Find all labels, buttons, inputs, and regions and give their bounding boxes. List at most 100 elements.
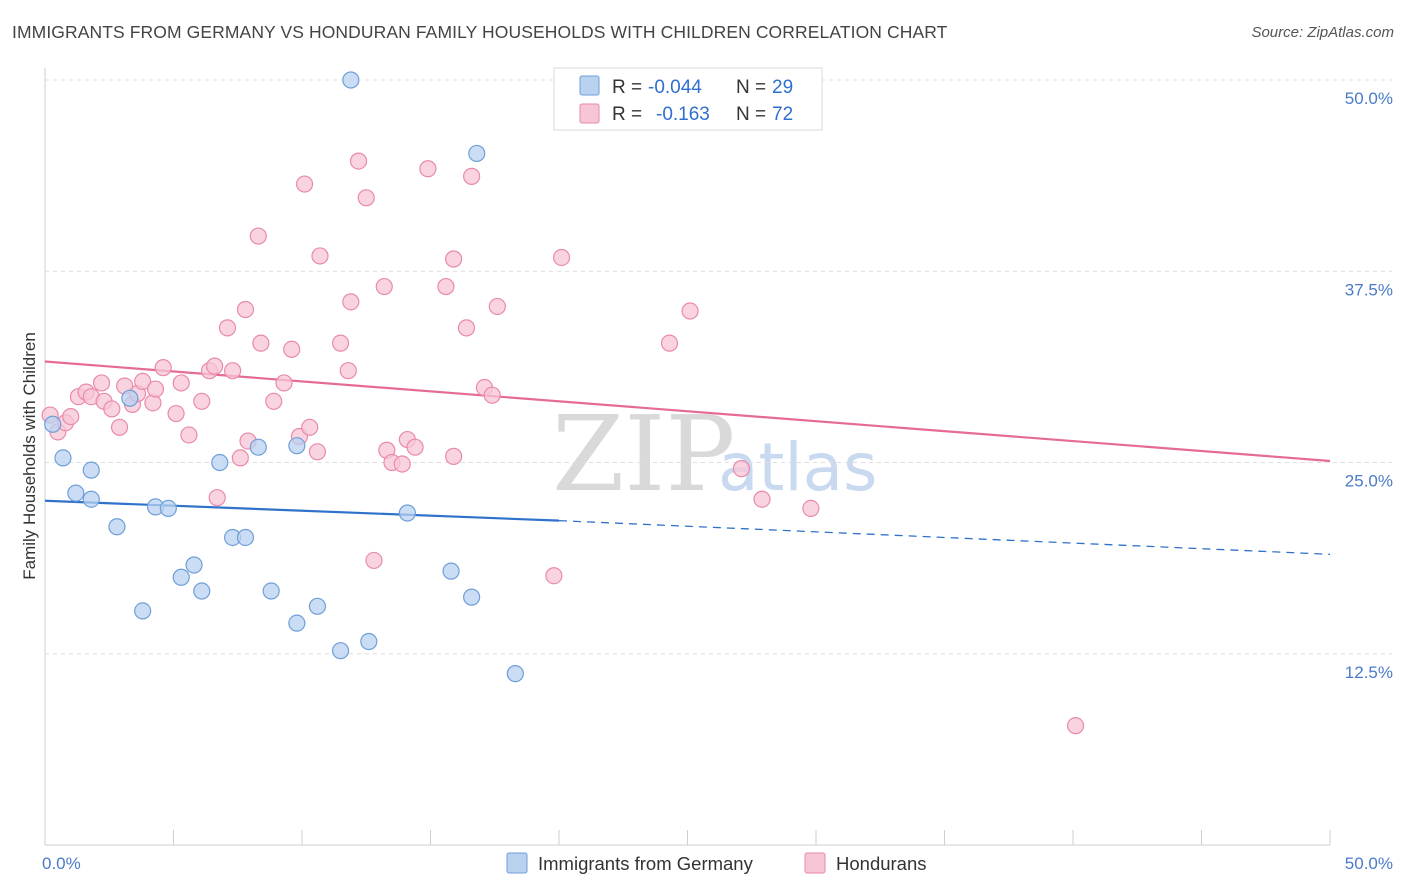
source-label: Source: ZipAtlas.com (1251, 24, 1394, 41)
point-hondurans (208, 489, 226, 507)
trend-line-hondurans (44, 360, 1331, 463)
point-hondurans (375, 277, 393, 296)
legend-r-value: -0.044 (648, 77, 702, 98)
point-hondurans (406, 438, 424, 456)
point-hondurans (295, 175, 314, 193)
point-hondurans (283, 340, 301, 358)
point-hondurans (1066, 717, 1085, 735)
point-hondurans (154, 359, 172, 377)
point-hondurans (463, 167, 481, 185)
point-hondurans (134, 372, 152, 391)
point-hondurans (349, 152, 368, 170)
point-hondurans (301, 418, 319, 436)
trend-lines (44, 360, 1331, 555)
point-hondurans (545, 567, 563, 585)
legend-r-label: R = (612, 104, 642, 125)
point-germany (172, 568, 190, 586)
point-hondurans (172, 374, 190, 392)
point-germany (308, 597, 327, 615)
correlation-legend: R = -0.044 N = 29 R = -0.163 N = 72 (553, 67, 823, 131)
point-hondurans (193, 392, 211, 410)
point-hondurans (252, 334, 270, 352)
point-hondurans (457, 319, 476, 337)
point-hondurans (732, 460, 751, 478)
point-hondurans (681, 302, 699, 320)
point-germany (506, 665, 524, 683)
point-germany (288, 614, 306, 632)
legend-r-value: -0.163 (656, 104, 710, 125)
tick-labels: 12.5% 25.0% 37.5% 50.0% 0.0% 50.0% (42, 89, 1393, 873)
point-hondurans (62, 408, 80, 426)
point-germany (288, 437, 306, 455)
y-tick-label: 50.0% (1345, 89, 1393, 108)
point-hondurans (365, 551, 383, 570)
point-germany (121, 389, 139, 407)
point-germany (54, 449, 72, 467)
legend-n-label: N = (736, 104, 766, 125)
point-germany (44, 415, 62, 433)
point-hondurans (308, 443, 327, 461)
point-germany (360, 632, 378, 651)
y-tick-label: 25.0% (1345, 472, 1393, 491)
point-hondurans (275, 374, 293, 392)
point-germany (442, 562, 460, 580)
point-hondurans (488, 297, 506, 316)
point-hondurans (92, 374, 111, 392)
point-germany (463, 588, 481, 606)
legend-swatch-pink (579, 103, 600, 124)
point-hondurans (331, 334, 350, 352)
point-hondurans (339, 362, 357, 380)
point-hondurans (218, 319, 237, 337)
point-hondurans (357, 189, 375, 207)
point-germany (82, 461, 100, 479)
point-hondurans (311, 247, 329, 265)
point-germany (342, 71, 360, 89)
legend-swatch-hondurans (804, 852, 826, 874)
legend-r-label: R = (612, 77, 642, 98)
legend-n-value: 29 (772, 77, 793, 98)
point-germany (108, 518, 126, 536)
legend-label-germany: Immigrants from Germany (538, 853, 754, 874)
trend-line-germany-extrapolated (558, 519, 1331, 555)
data-points (41, 71, 1085, 735)
point-germany (82, 490, 100, 508)
point-germany (331, 642, 350, 660)
point-hondurans (342, 293, 360, 311)
gridlines (45, 79, 1392, 655)
point-hondurans (110, 418, 129, 436)
point-hondurans (236, 300, 255, 319)
point-germany (236, 528, 255, 547)
point-hondurans (445, 250, 463, 268)
point-germany (159, 499, 177, 517)
point-hondurans (167, 404, 185, 423)
point-hondurans (552, 248, 571, 267)
x-tick-label: 50.0% (1345, 854, 1393, 873)
y-tick-label: 37.5% (1345, 280, 1393, 299)
point-germany (211, 453, 229, 472)
point-hondurans (753, 490, 771, 508)
point-hondurans (660, 334, 679, 352)
point-germany (249, 438, 267, 456)
point-hondurans (445, 447, 463, 465)
legend-label-hondurans: Hondurans (836, 853, 927, 874)
point-hondurans (206, 357, 224, 375)
legend-swatch-blue (579, 75, 600, 96)
point-hondurans (393, 455, 411, 473)
y-tick-label: 12.5% (1345, 663, 1393, 682)
trend-line-germany (44, 499, 560, 522)
legend-n-label: N = (736, 77, 766, 98)
x-tick-label: 0.0% (42, 854, 81, 873)
point-germany (67, 484, 85, 502)
legend-swatch-germany (506, 852, 528, 874)
chart-title: IMMIGRANTS FROM GERMANY VS HONDURAN FAMI… (12, 22, 948, 42)
point-hondurans (231, 449, 249, 467)
point-hondurans (483, 386, 501, 404)
series-legend: Immigrants from Germany Hondurans (506, 852, 927, 874)
legend-n-value: 72 (772, 104, 793, 125)
point-germany (398, 504, 416, 522)
point-germany (134, 602, 152, 620)
point-hondurans (103, 400, 121, 418)
point-germany (193, 582, 211, 600)
y-axis-label: Family Households with Children (20, 332, 39, 580)
point-hondurans (437, 277, 455, 296)
